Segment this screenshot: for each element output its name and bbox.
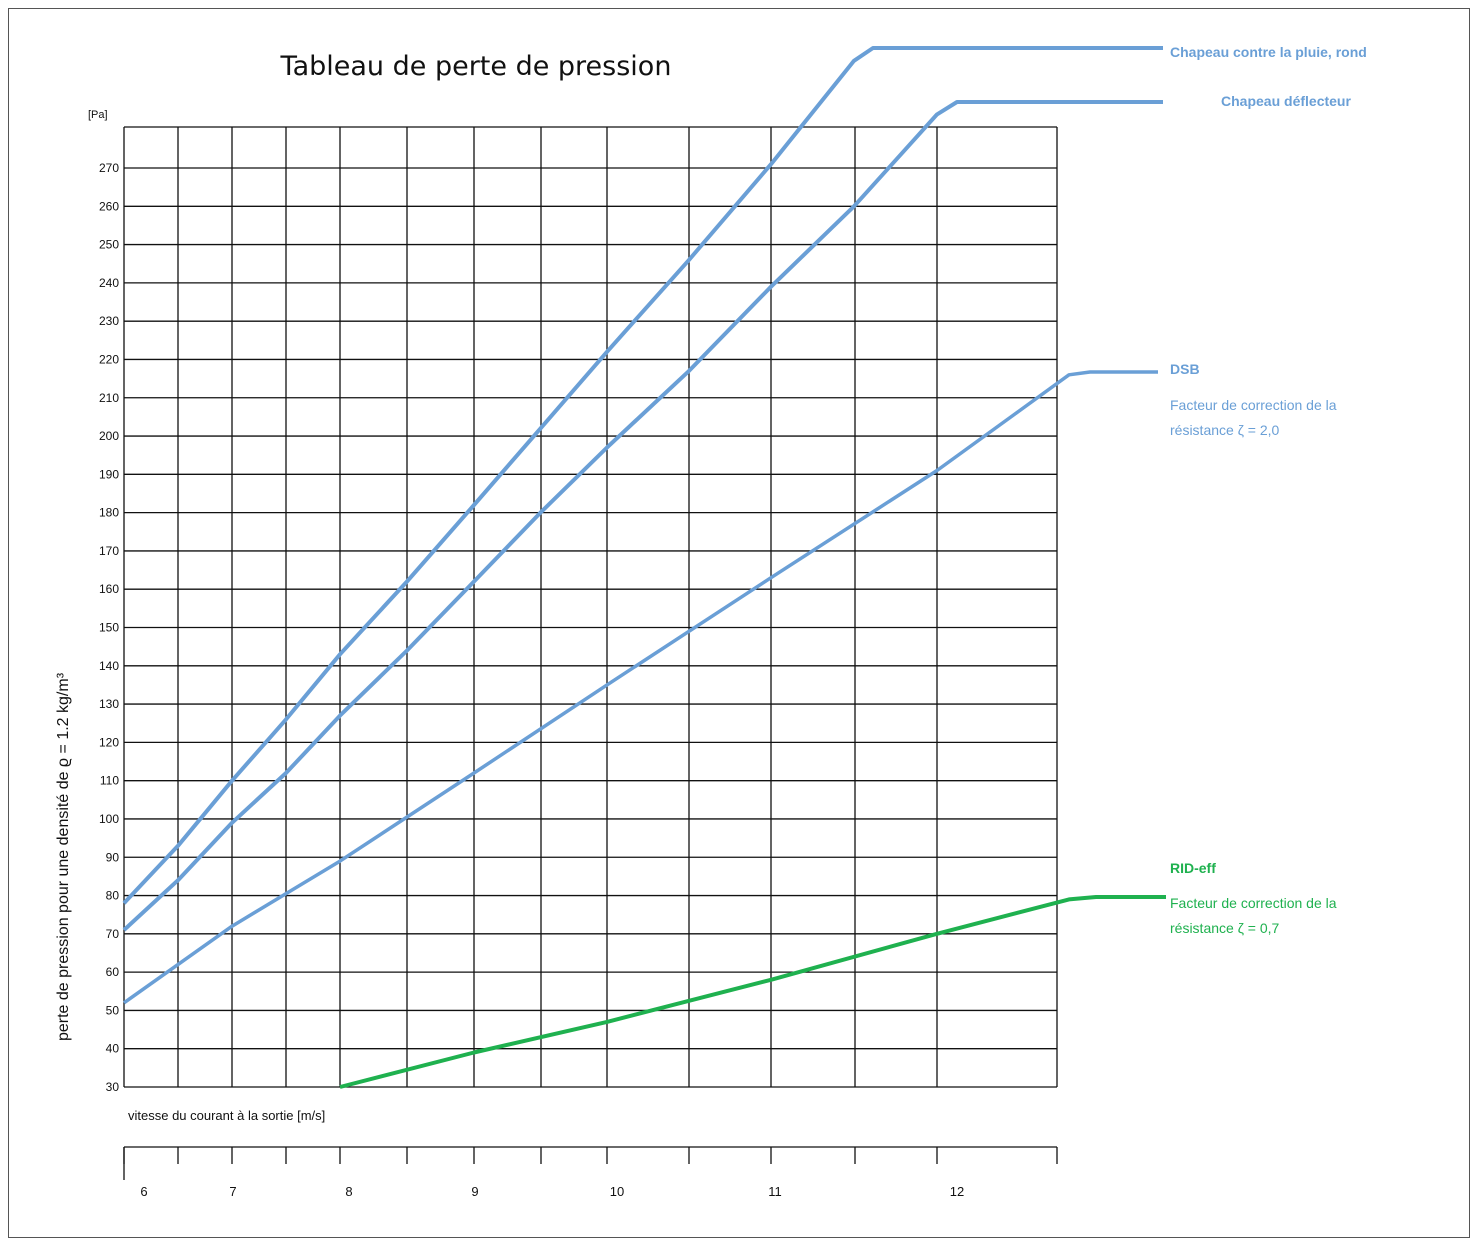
series-label-chapeau-pluie: Chapeau contre la pluie, rond	[1170, 44, 1367, 60]
series-line	[340, 897, 1166, 1087]
y-axis-label: perte de pression pour une densité de ϱ …	[55, 672, 72, 1041]
y-tick-label: 50	[106, 1003, 120, 1017]
series-lines	[124, 48, 1166, 1087]
y-tick-label: 120	[99, 735, 119, 749]
y-tick-label: 240	[99, 276, 119, 290]
y-tick-label: 200	[99, 429, 119, 443]
x-tick-label: 7	[229, 1184, 236, 1199]
y-tick-label: 110	[100, 774, 119, 788]
rid-note-line2: résistance ζ = 0,7	[1170, 920, 1280, 936]
y-tick-label: 160	[99, 582, 119, 596]
y-tick-label: 90	[106, 850, 120, 864]
series-label-chapeau-deflecteur: Chapeau déflecteur	[1221, 93, 1351, 109]
x-axis-ticks: 6 7 8 9 10 11 12	[140, 1184, 964, 1199]
y-tick-label: 170	[99, 544, 119, 558]
dsb-note-line1: Facteur de correction de la	[1170, 397, 1337, 413]
series-line	[124, 48, 1163, 903]
x-tick-label: 11	[768, 1184, 782, 1199]
y-axis-ticks: 30 40 50 60 70 80 90 100 110 120 130 140 150 160 170 18…	[99, 161, 119, 1094]
y-tick-label: 210	[99, 391, 119, 405]
y-tick-label: 180	[99, 506, 119, 520]
y-tick-label: 230	[99, 314, 119, 328]
x-axis-label: vitesse du courant à la sortie [m/s]	[128, 1108, 325, 1123]
y-tick-label: 150	[99, 621, 119, 635]
y-tick-label: 60	[106, 965, 120, 979]
series-label-dsb: DSB	[1170, 361, 1200, 377]
y-tick-label: 30	[106, 1080, 120, 1094]
y-tick-label: 40	[106, 1042, 120, 1056]
x-tick-label: 12	[950, 1184, 964, 1199]
y-tick-label: 260	[99, 199, 119, 213]
y-tick-label: 220	[99, 352, 119, 366]
x-tick-label: 8	[345, 1184, 352, 1199]
y-tick-label: 270	[99, 161, 119, 175]
y-tick-label: 130	[99, 697, 119, 711]
y-tick-label: 250	[99, 238, 119, 252]
y-tick-label: 100	[99, 812, 119, 826]
chart-title: Tableau de perte de pression	[280, 51, 672, 82]
y-tick-label: 70	[106, 927, 120, 941]
dsb-note-line2: résistance ζ = 2,0	[1170, 422, 1280, 438]
series-labels: Chapeau contre la pluie, rond Chapeau dé…	[1170, 44, 1367, 936]
y-tick-label: 190	[99, 467, 119, 481]
series-line	[124, 102, 1163, 930]
grid	[124, 127, 1057, 1087]
y-tick-label: 80	[106, 889, 120, 903]
rid-note-line1: Facteur de correction de la	[1170, 895, 1337, 911]
x-axis	[124, 1147, 1057, 1180]
x-tick-label: 9	[471, 1184, 478, 1199]
y-tick-label: 140	[99, 659, 119, 673]
series-line	[124, 372, 1158, 1003]
x-tick-label: 10	[610, 1184, 624, 1199]
y-unit: [Pa]	[88, 109, 108, 121]
series-label-rid-eff: RID-eff	[1170, 860, 1216, 876]
x-tick-label: 6	[140, 1184, 147, 1199]
